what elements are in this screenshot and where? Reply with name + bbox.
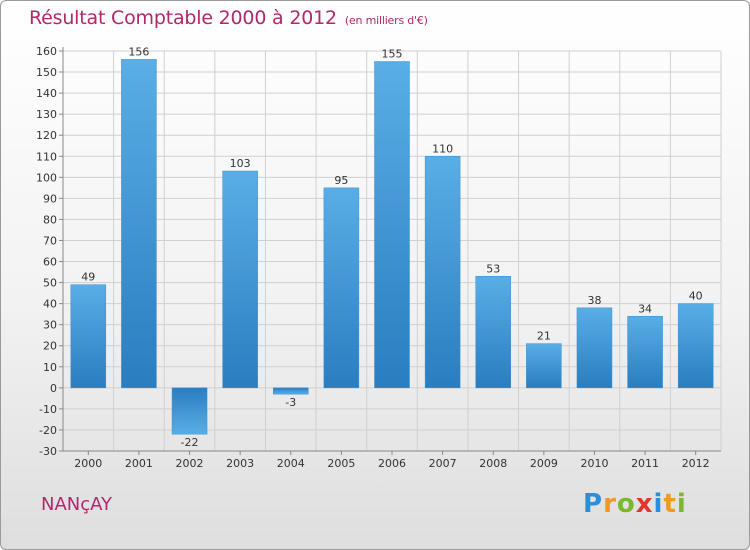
city-name: NANçAY [41,494,113,515]
y-tick-label: 100 [36,171,57,184]
logo-letter: t [663,489,677,519]
x-tick-label: 2012 [682,457,710,470]
data-label: 156 [128,45,149,58]
proxiti-logo: Proxiti [583,489,687,519]
logo-letter: P [583,489,604,519]
x-tick-label: 2009 [530,457,558,470]
x-tick-label: 2007 [429,457,457,470]
bar-2010 [576,307,613,389]
y-tick-label: 130 [36,108,57,121]
data-label: 49 [81,271,95,284]
data-label: 21 [537,330,551,343]
bar-2006 [374,61,410,389]
y-tick-label: -20 [39,424,57,437]
y-tick-label: 160 [36,45,57,58]
y-tick-label: 70 [43,234,57,247]
x-tick-label: 2001 [125,457,153,470]
chart-subtitle: (en milliers d'€) [344,14,428,27]
data-label: 34 [638,302,652,315]
data-label: 95 [334,174,348,187]
y-tick-label: -30 [39,445,57,458]
bar-2001 [121,59,157,389]
bar-2002 [171,387,208,435]
data-label: 103 [230,157,251,170]
data-label: -22 [181,436,199,449]
bar-2007 [424,156,461,389]
x-tick-label: 2002 [176,457,204,470]
y-tick-label: 90 [43,192,57,205]
x-tick-label: 2005 [327,457,355,470]
bar-2008 [475,276,511,389]
bar-2000 [70,284,107,389]
logo-letter: i [653,489,664,519]
x-tick-label: 2008 [479,457,507,470]
data-label: 155 [382,48,403,61]
x-tick-label: 2003 [226,457,254,470]
data-label: 38 [587,294,601,307]
chart-title-text: Résultat Comptable 2000 à 2012 [29,7,337,29]
logo-letter: r [603,489,617,519]
y-tick-label: 50 [43,277,57,290]
y-tick-label: 40 [43,298,57,311]
y-tick-label: 10 [43,361,57,374]
y-tick-label: 0 [50,382,57,395]
y-tick-label: 30 [43,319,57,332]
y-tick-label: -10 [39,403,57,416]
y-tick-label: 110 [36,150,57,163]
y-tick-label: 150 [36,66,57,79]
y-tick-label: 120 [36,129,57,142]
chart-title: Résultat Comptable 2000 à 2012 (en millie… [29,7,428,29]
bar-2003 [222,170,258,389]
logo-letter: o [616,489,636,519]
x-tick-label: 2010 [580,457,608,470]
data-label: 53 [486,262,500,275]
y-tick-label: 20 [43,340,57,353]
y-tick-label: 60 [43,256,57,269]
logo-letter: x [635,489,654,519]
logo-letter: i [676,489,687,519]
x-tick-label: 2000 [74,457,102,470]
bar-2011 [627,316,663,389]
y-tick-label: 140 [36,87,57,100]
data-label: 110 [432,142,453,155]
bar-2004 [273,387,309,395]
bar-2009 [526,343,562,389]
bar-2005 [323,187,360,389]
x-tick-label: 2011 [631,457,659,470]
x-tick-label: 2006 [378,457,406,470]
data-label: -3 [285,396,296,409]
x-tick-label: 2004 [277,457,305,470]
y-tick-label: 80 [43,213,57,226]
data-label: 40 [689,290,703,303]
bar-2012 [677,303,714,389]
